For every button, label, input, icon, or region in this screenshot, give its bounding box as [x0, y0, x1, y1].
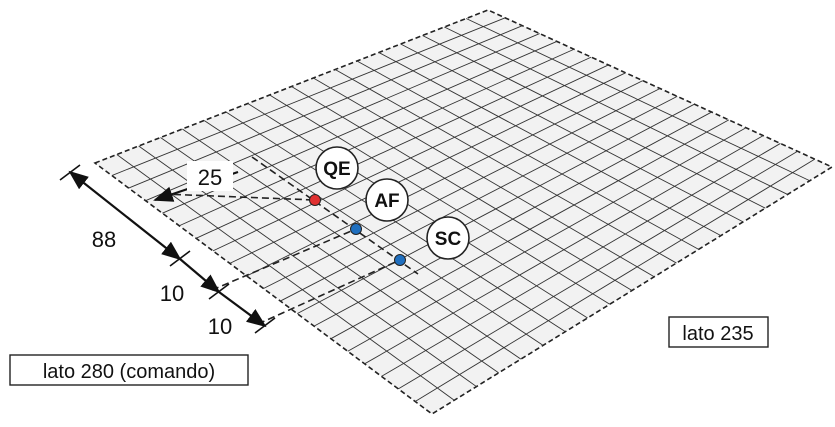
- marker-qe-circle: [315, 146, 359, 190]
- marker-qe-label: QE: [323, 159, 350, 180]
- marker-sc-circle: [426, 216, 470, 260]
- dimension-10a-label: 10: [160, 281, 184, 306]
- grid-line: [269, 94, 611, 305]
- dimension-88-label: 88: [92, 227, 116, 252]
- guide-line-qe: [162, 193, 316, 201]
- dimension-25-box: [187, 161, 233, 191]
- grid-line: [182, 128, 522, 360]
- marker-sc-label: SC: [435, 229, 462, 250]
- side-label-other-box: [668, 316, 769, 348]
- dimension-10a-line: [179, 258, 221, 294]
- grid-line: [291, 86, 633, 291]
- grid-line: [247, 103, 588, 319]
- guide-lines: [162, 156, 419, 325]
- dimension-10b-label: 10: [208, 314, 232, 339]
- marker-sc-dot: [394, 254, 406, 266]
- grid-line: [400, 43, 744, 223]
- marker-af-dot: [350, 223, 362, 235]
- grid-line: [356, 60, 699, 250]
- marker-af: AF: [350, 178, 409, 235]
- dimension-ticks: [59, 164, 276, 334]
- guide-line-diagonal: [251, 156, 419, 275]
- grid-line: [422, 35, 766, 209]
- dimension-10b-line: [218, 291, 267, 328]
- dimension-88-line: [68, 170, 182, 261]
- dimension-25-label: 25: [198, 165, 222, 190]
- marker-qe: QE: [309, 146, 359, 206]
- grid-line: [334, 69, 677, 264]
- grid-line: [444, 26, 788, 195]
- side-label-command-text: lato 280 (comando): [43, 361, 215, 383]
- panel-outline: [93, 9, 834, 415]
- grid-line: [465, 18, 810, 182]
- marker-qe-dot: [309, 194, 321, 206]
- marker-af-label: AF: [374, 191, 399, 212]
- grid-panel: [93, 9, 834, 415]
- side-label-other: lato 235: [668, 316, 769, 348]
- grid-lines: [111, 17, 816, 402]
- side-label-command-box: [9, 354, 249, 386]
- marker-sc: SC: [394, 216, 470, 266]
- side-label-other-text: lato 235: [682, 323, 753, 345]
- grid-line: [313, 77, 655, 278]
- guide-line-af: [211, 228, 357, 291]
- grid-line: [378, 52, 722, 237]
- marker-af-circle: [365, 178, 409, 222]
- grid-line: [203, 120, 544, 346]
- grid-line: [225, 111, 566, 333]
- side-label-command: lato 280 (comando): [9, 354, 249, 386]
- guide-line-sc: [257, 259, 401, 325]
